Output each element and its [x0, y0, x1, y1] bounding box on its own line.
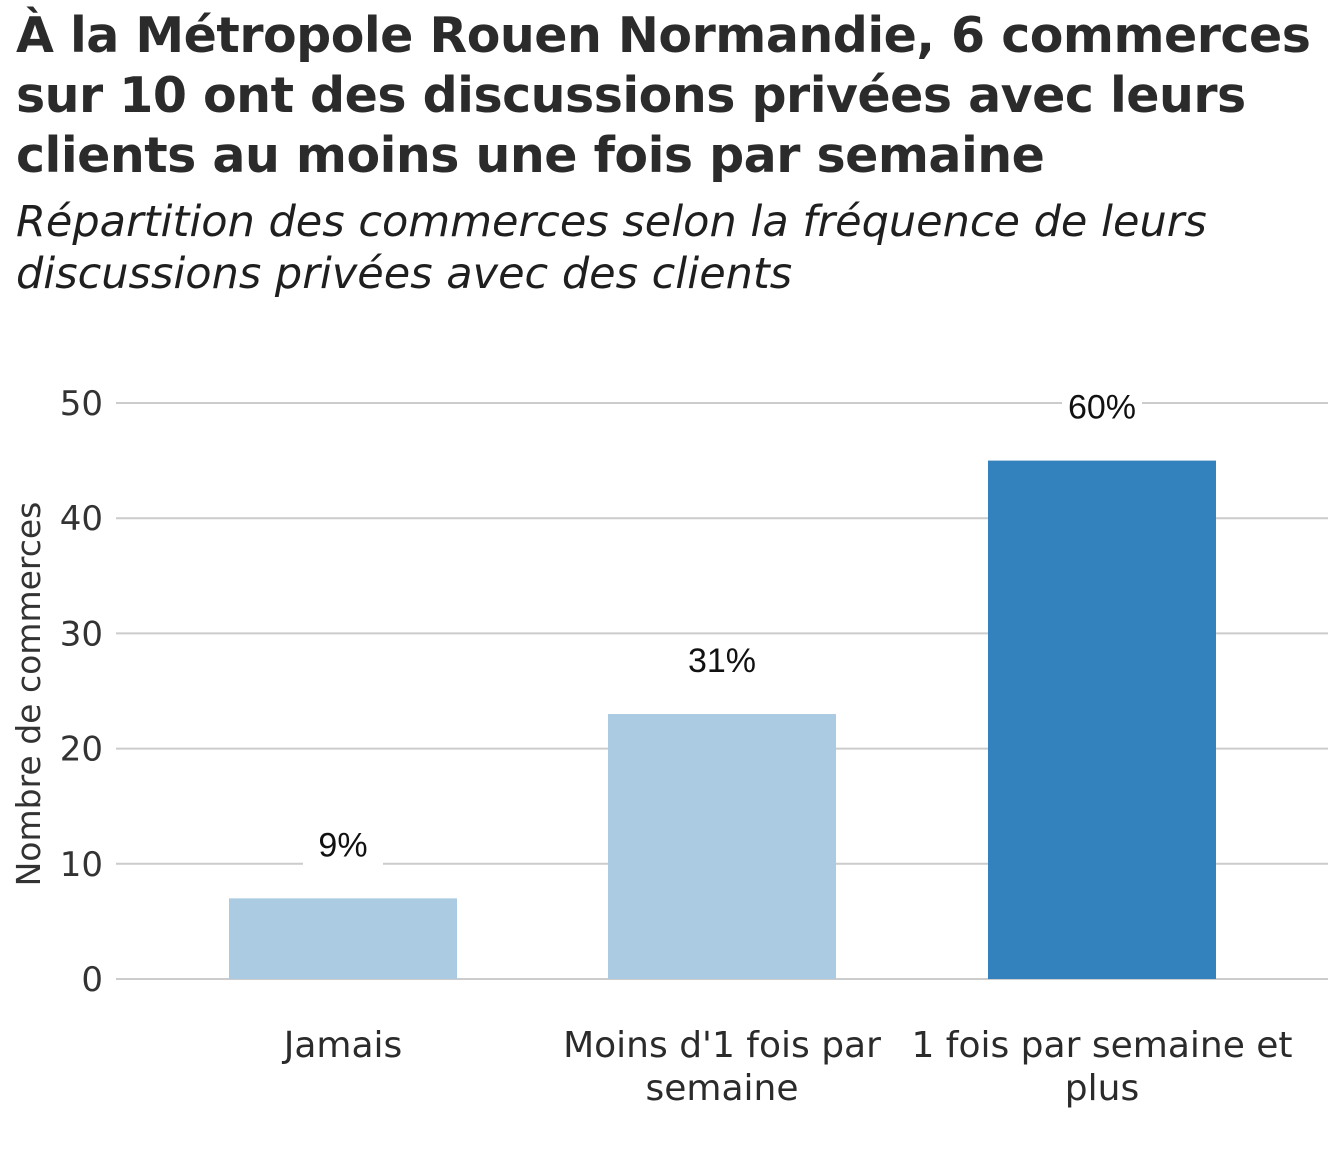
bars [229, 460, 1216, 980]
x-category-label: Jamais [282, 1025, 403, 1066]
x-category-label: plus [1065, 1068, 1139, 1109]
y-tick-label: 50 [60, 384, 103, 424]
chart-subtitle: Répartition des commerces selon la fréqu… [16, 197, 1207, 299]
y-tick-label: 20 [60, 730, 103, 770]
data-labels: 9% 31% 60% [303, 388, 1142, 869]
y-axis-ticks: 0 10 20 30 40 50 [60, 384, 103, 1000]
data-label-bg [682, 642, 762, 685]
bar [608, 714, 836, 979]
data-label-bg [1062, 388, 1142, 431]
y-axis-title: Nombre de commerces [9, 502, 48, 887]
bar [988, 460, 1216, 980]
data-label: 60% [1068, 389, 1136, 427]
data-label-bg [303, 826, 383, 869]
x-category-label: Moins d'1 fois par [563, 1025, 881, 1066]
x-category-label: semaine [646, 1068, 799, 1109]
y-tick-label: 30 [60, 614, 103, 654]
data-label: 9% [318, 826, 367, 864]
y-tick-label: 0 [81, 960, 103, 1000]
x-category-label: 1 fois par semaine et [911, 1025, 1292, 1066]
data-label: 31% [688, 642, 756, 680]
chart-title: À la Métropole Rouen Normandie, 6 commer… [16, 7, 1311, 184]
y-tick-label: 40 [60, 499, 103, 539]
y-tick-label: 10 [60, 845, 103, 885]
bar [229, 898, 457, 979]
